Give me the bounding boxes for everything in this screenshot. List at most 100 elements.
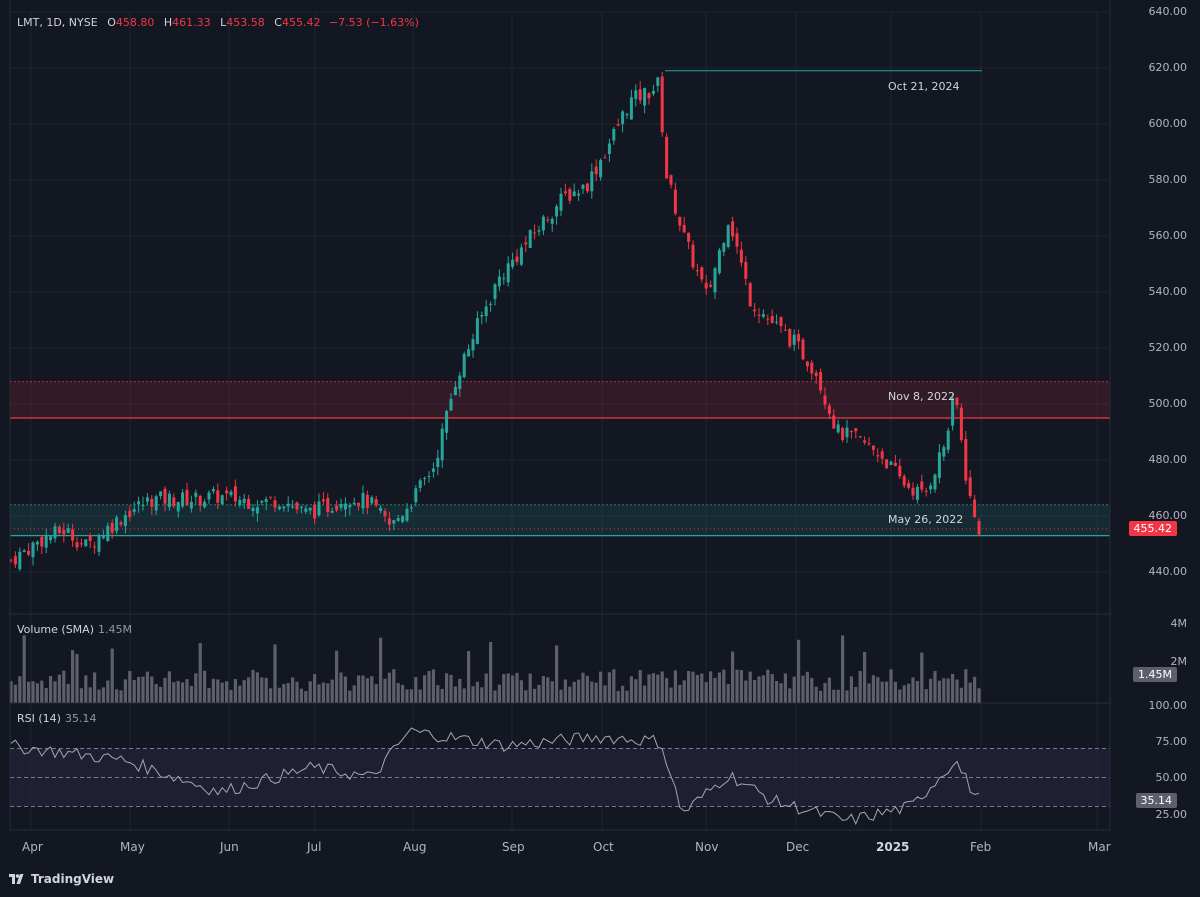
candle-body [700, 267, 704, 280]
candle-body [814, 372, 818, 377]
candle-body [409, 507, 413, 509]
candle-body [537, 230, 541, 232]
candle-body [849, 430, 853, 433]
tradingview-logo[interactable]: TradingView [9, 872, 114, 886]
volume-bar [35, 683, 39, 703]
volume-bar [471, 686, 475, 703]
candle-body [449, 398, 453, 411]
candle-body [115, 517, 119, 532]
candle-body [788, 329, 792, 347]
candle-body [651, 90, 655, 94]
candle-body [31, 542, 35, 558]
candle-body [251, 507, 255, 512]
volume-bar [475, 681, 479, 703]
volume-bar [810, 677, 814, 703]
candle-body [876, 455, 880, 457]
volume-bar [467, 650, 471, 703]
candle-body [863, 440, 867, 443]
volume-bar [343, 676, 347, 703]
candle-body [726, 225, 730, 247]
time-tick: Aug [403, 840, 427, 854]
volume-bar [603, 685, 607, 703]
candle-body [946, 430, 950, 450]
candle-body [229, 491, 233, 496]
volume-bar [123, 679, 127, 703]
volume-bar [211, 678, 215, 703]
volume-bar [647, 674, 651, 703]
volume-bar [823, 682, 827, 703]
volume-bar [871, 675, 875, 703]
volume-bar [511, 675, 515, 703]
candle-body [132, 509, 136, 512]
rsi-line [10, 727, 980, 826]
volume-bar [744, 680, 748, 703]
candle-body [502, 278, 506, 280]
volume-bar [163, 677, 167, 703]
volume-bar [453, 686, 457, 703]
level-annotation-resistance: Nov 8, 2022 [888, 390, 955, 403]
candle-body [418, 480, 422, 488]
volume-bar [621, 685, 625, 703]
candle-body [282, 506, 286, 509]
candle-body [273, 500, 277, 508]
volume-bar [13, 684, 17, 703]
volume-bar [286, 683, 290, 703]
volume-bar [458, 678, 462, 703]
volume-bar [673, 670, 677, 703]
candle-body [493, 284, 497, 300]
candle-body [101, 536, 105, 539]
volume-bar [440, 688, 444, 703]
volume-bar [282, 684, 286, 703]
volume-bar [449, 674, 453, 703]
volume-bar [497, 684, 501, 703]
candle-body [379, 507, 383, 511]
volume-bar [541, 676, 545, 703]
candle-body [515, 256, 519, 262]
volume-pane-label[interactable]: Volume (SMA) 1.45M [17, 623, 132, 636]
candle-body [361, 492, 365, 509]
volume-tick: 4M [1170, 617, 1188, 630]
volume-bar [502, 674, 506, 703]
candle-body [594, 166, 598, 175]
volume-bar [704, 682, 708, 703]
volume-bar [427, 671, 431, 703]
candle-body [401, 516, 405, 522]
volume-bar [207, 688, 211, 703]
change-value: −7.53 (−1.63%) [328, 16, 419, 29]
volume-bar [506, 673, 510, 703]
candle-body [172, 497, 176, 507]
candle-body [163, 488, 167, 504]
candle-body [75, 542, 79, 548]
candle-body [330, 511, 334, 513]
tradingview-icon [9, 874, 24, 884]
candle-body [643, 87, 647, 106]
volume-bar [137, 677, 141, 703]
candle-body [467, 349, 471, 357]
volume-bar [304, 690, 308, 703]
volume-bar [669, 687, 673, 703]
volume-bar [876, 677, 880, 703]
candle-body [669, 175, 673, 185]
volume-bar [726, 684, 730, 703]
candle-body [506, 263, 510, 283]
candle-body [687, 232, 691, 242]
volume-bar [295, 681, 299, 703]
candle-body [792, 334, 796, 345]
candle-body [748, 283, 752, 307]
candle-body [321, 499, 325, 502]
candle-body [599, 160, 603, 178]
volume-bar [489, 641, 493, 703]
candle-body [779, 317, 783, 327]
volume-bar [44, 688, 48, 703]
rsi-pane-label[interactable]: RSI (14) 35.14 [17, 712, 97, 725]
volume-bar [572, 681, 576, 703]
volume-bar [885, 681, 889, 703]
volume-bar [484, 673, 488, 703]
candle-body [150, 498, 154, 507]
volume-bar [387, 672, 391, 703]
rsi-tick: 75.00 [1155, 735, 1188, 748]
rsi-tick: 25.00 [1155, 808, 1188, 821]
candle-body [374, 499, 378, 506]
candle-body [423, 478, 427, 480]
